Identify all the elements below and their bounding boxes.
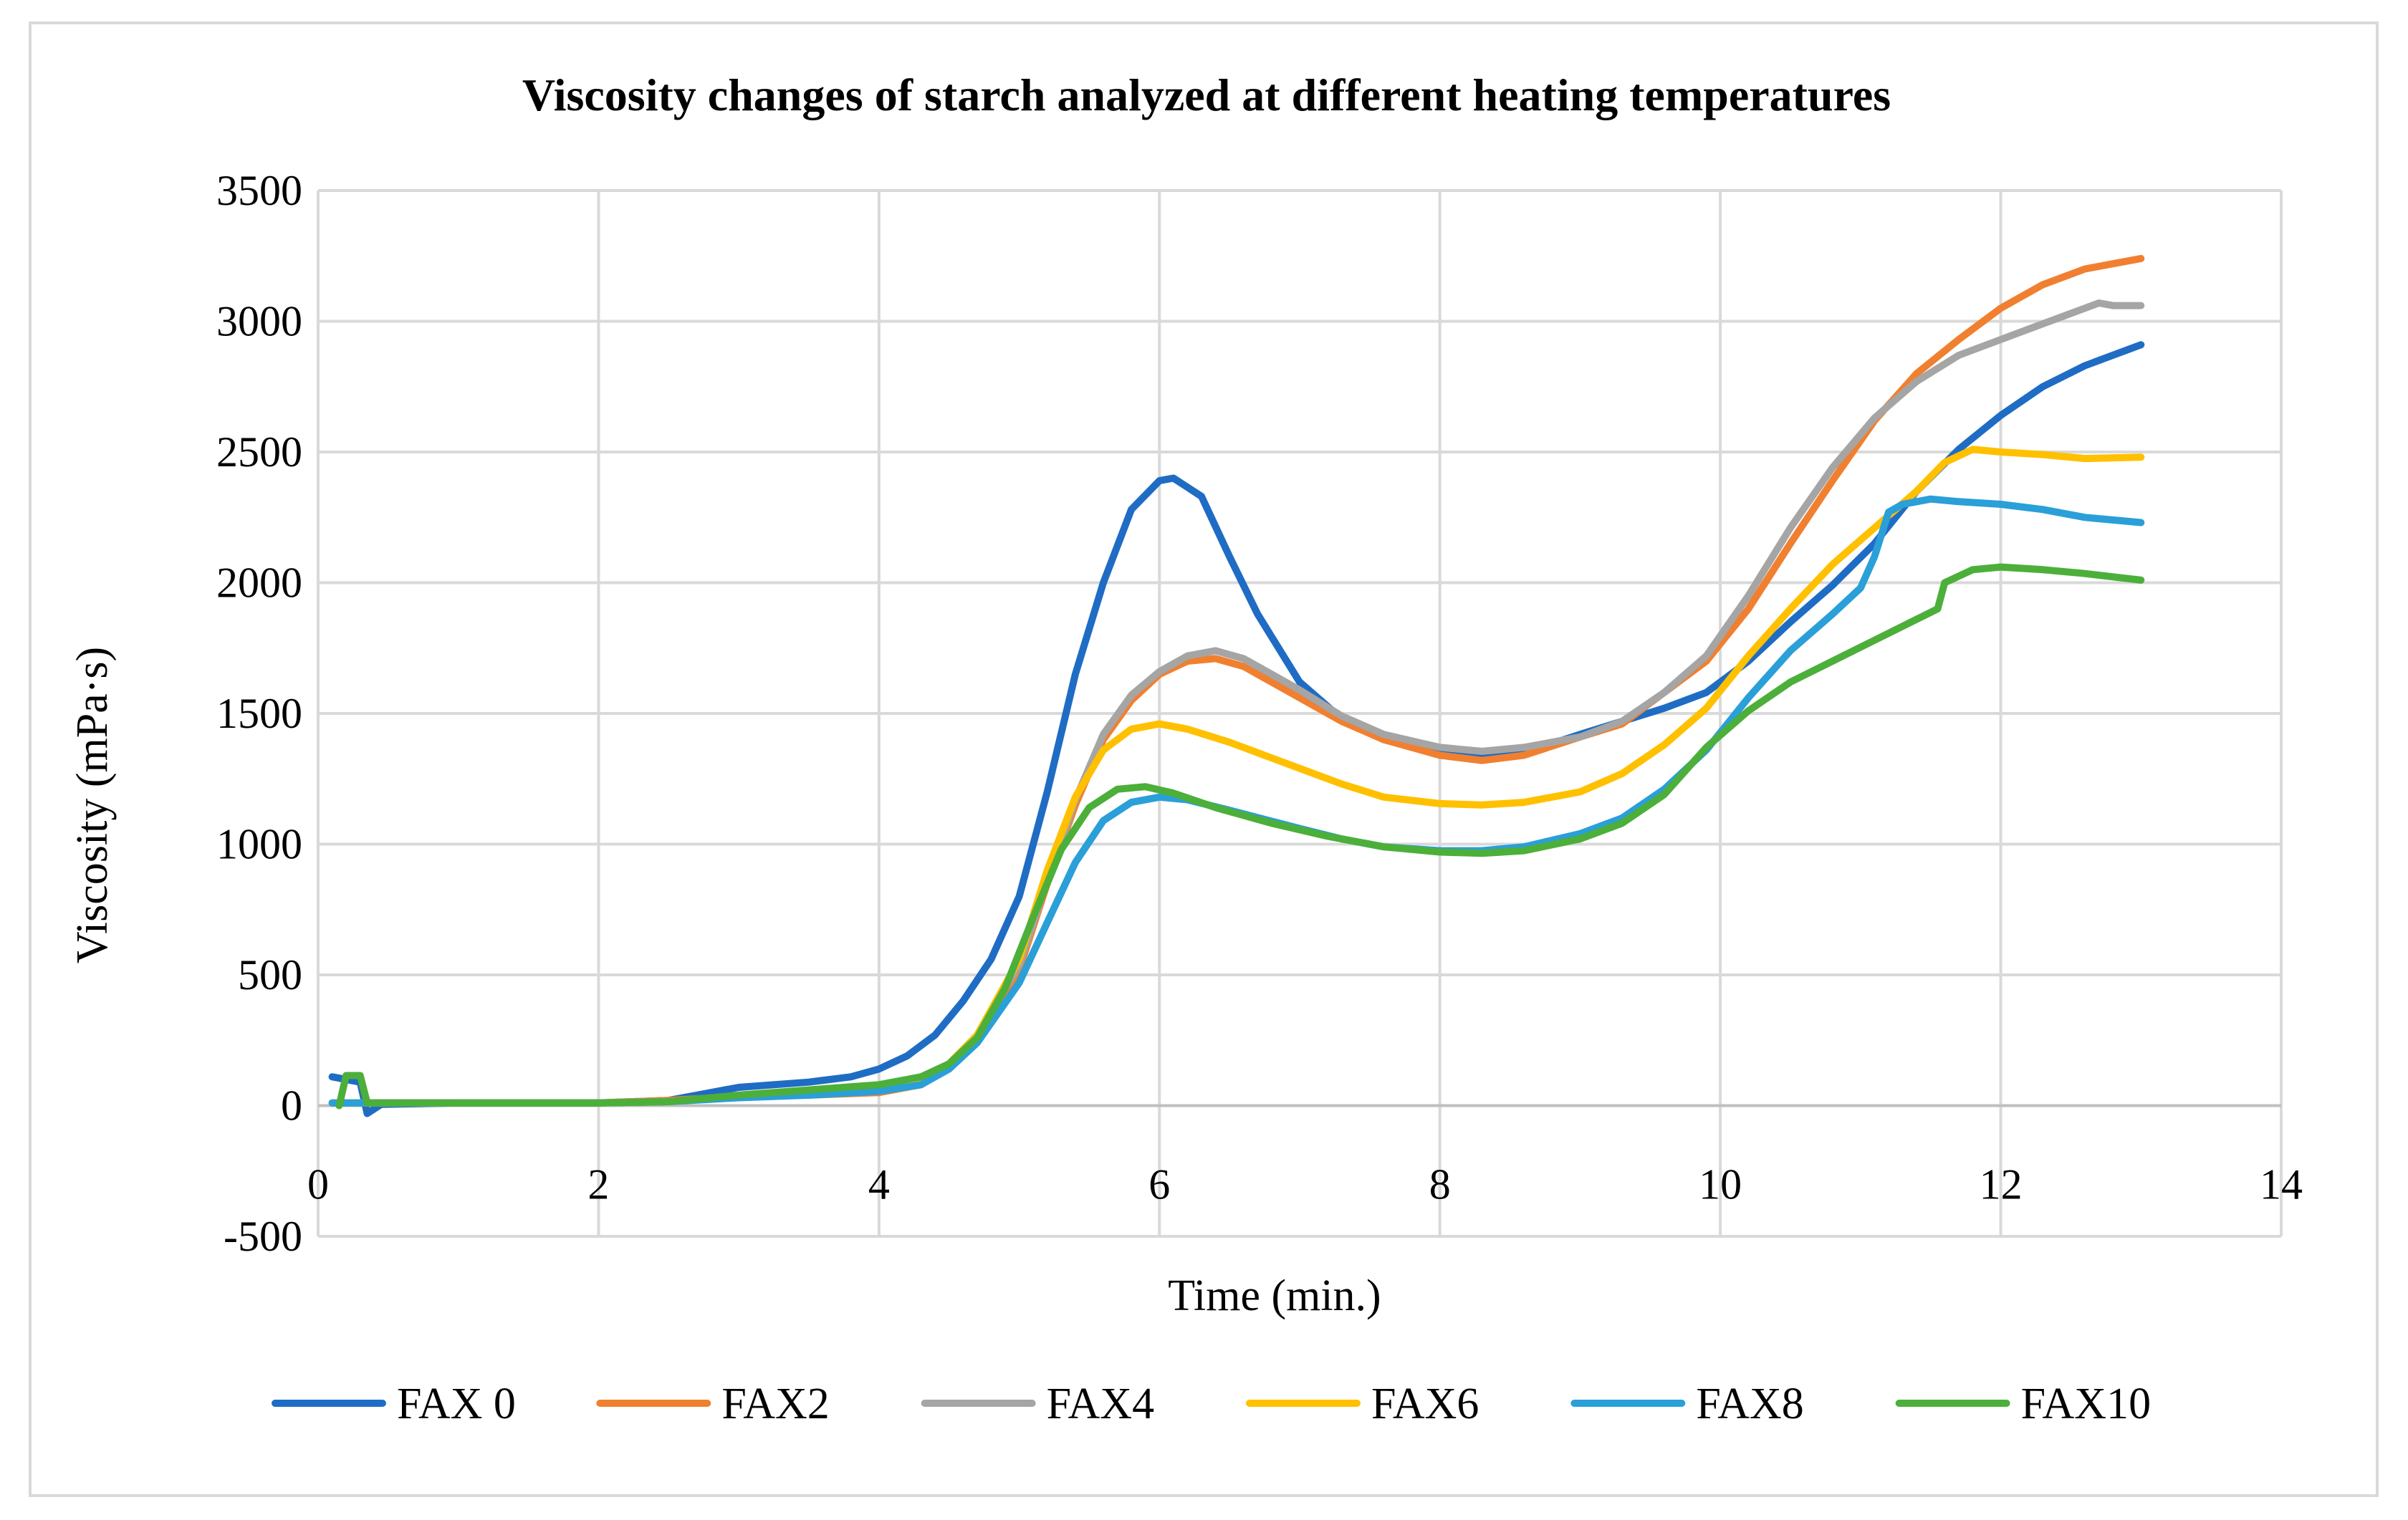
series-line: [328, 495, 2145, 1107]
y-tick-label: 3000: [216, 298, 302, 345]
line-chart: Viscosity changes of starch analyzed at …: [68, 69, 2303, 1428]
y-tick-label: 1000: [216, 821, 302, 868]
chart-title: Viscosity changes of starch analyzed at …: [522, 69, 1891, 120]
legend-label: FAX4: [1047, 1380, 1154, 1428]
legend-label: FAX2: [721, 1380, 829, 1428]
x-tick-label: 12: [1980, 1161, 2023, 1208]
x-tick-label: 6: [1148, 1161, 1170, 1208]
x-tick-label: 4: [868, 1161, 890, 1208]
x-tick-label: 8: [1429, 1161, 1451, 1208]
y-tick-label: 1500: [216, 690, 302, 737]
y-tick-label: 3500: [216, 167, 302, 214]
legend-label: FAX6: [1371, 1380, 1479, 1428]
y-axis-title: Viscosity (mPa·s): [68, 647, 117, 963]
legend-label: FAX8: [1696, 1380, 1803, 1428]
series-line: [328, 341, 2145, 1117]
x-tick-label: 0: [307, 1161, 329, 1208]
series-lines: [328, 254, 2145, 1117]
legend-label: FAX 0: [397, 1380, 516, 1428]
x-tick-label: 14: [2260, 1161, 2303, 1208]
x-tick-label: 2: [587, 1161, 609, 1208]
chart-frame: Viscosity changes of starch analyzed at …: [29, 21, 2379, 1497]
y-tick-label: 2500: [216, 428, 302, 476]
grid-lines: [317, 189, 2283, 1238]
y-tick-label: 500: [238, 951, 302, 999]
x-tick-label: 10: [1699, 1161, 1742, 1208]
series-line: [328, 299, 2145, 1107]
y-tick-label: 0: [281, 1082, 302, 1130]
series-line: [335, 563, 2145, 1110]
legend-label: FAX10: [2021, 1380, 2151, 1428]
y-tick-label: -500: [224, 1213, 302, 1260]
y-tick-label: 2000: [216, 559, 302, 607]
legend: FAX 0 FAX2 FAX4 FAX6 FAX8 FAX10: [272, 1380, 2151, 1428]
x-axis-title: Time (min.): [1168, 1271, 1381, 1320]
